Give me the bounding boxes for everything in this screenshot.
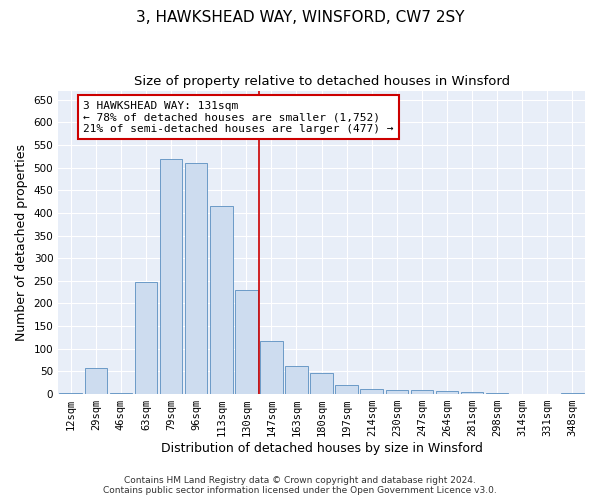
Bar (461, 392, 484, 394)
Bar (260, 340, 283, 394)
Bar (486, 392, 508, 394)
Bar (335, 385, 358, 394)
Bar (134, 282, 157, 394)
Bar (285, 366, 308, 394)
Text: Contains HM Land Registry data © Crown copyright and database right 2024.
Contai: Contains HM Land Registry data © Crown c… (103, 476, 497, 495)
Bar (361, 388, 383, 394)
Bar (85, 368, 107, 394)
Y-axis label: Number of detached properties: Number of detached properties (15, 144, 28, 341)
Bar (210, 206, 233, 394)
Title: Size of property relative to detached houses in Winsford: Size of property relative to detached ho… (134, 75, 509, 88)
X-axis label: Distribution of detached houses by size in Winsford: Distribution of detached houses by size … (161, 442, 482, 455)
Bar (436, 391, 458, 394)
Bar (59, 393, 82, 394)
Text: 3, HAWKSHEAD WAY, WINSFORD, CW7 2SY: 3, HAWKSHEAD WAY, WINSFORD, CW7 2SY (136, 10, 464, 25)
Bar (235, 290, 257, 394)
Text: 3 HAWKSHEAD WAY: 131sqm
← 78% of detached houses are smaller (1,752)
21% of semi: 3 HAWKSHEAD WAY: 131sqm ← 78% of detache… (83, 100, 394, 134)
Bar (110, 392, 132, 394)
Bar (310, 373, 333, 394)
Bar (561, 393, 584, 394)
Bar (386, 390, 408, 394)
Bar (185, 163, 208, 394)
Bar (410, 390, 433, 394)
Bar (160, 158, 182, 394)
